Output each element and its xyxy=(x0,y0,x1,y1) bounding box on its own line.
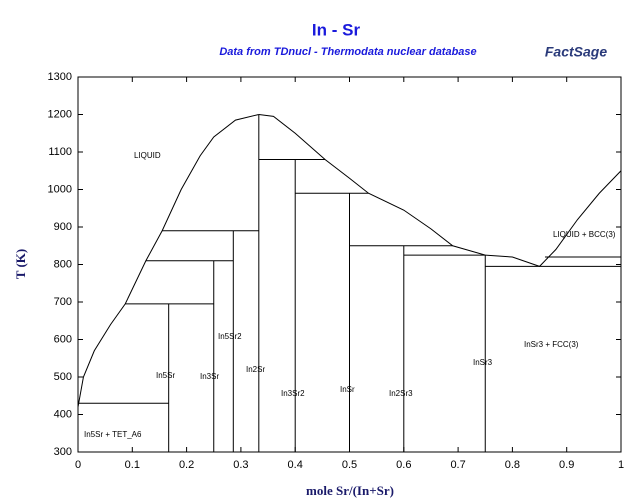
region-label: In2Sr xyxy=(246,365,265,374)
region-label: In3Sr2 xyxy=(281,389,305,398)
x-tick-label: 0.2 xyxy=(179,459,194,471)
region-label: InSr3 xyxy=(473,358,493,367)
region-label: In5Sr + TET_A6 xyxy=(84,430,142,439)
x-tick-label: 0.3 xyxy=(233,459,248,471)
chart-subtitle: Data from TDnucl - Thermodata nuclear da… xyxy=(219,46,476,58)
y-tick-label: 1300 xyxy=(48,71,72,83)
x-tick-label: 0.6 xyxy=(396,459,411,471)
phase-boundary xyxy=(258,114,486,256)
region-label: LIQUID xyxy=(134,151,161,160)
phase-boundary xyxy=(77,114,259,408)
region-label: In5Sr xyxy=(156,371,175,380)
y-tick-label: 600 xyxy=(54,333,72,345)
x-axis-label: mole Sr/(In+Sr) xyxy=(306,483,394,498)
y-axis-label: T (K) xyxy=(13,249,28,279)
y-tick-label: 1200 xyxy=(48,108,72,120)
x-tick-label: 0.5 xyxy=(342,459,357,471)
region-label: InSr xyxy=(340,385,355,394)
y-tick-label: 1100 xyxy=(48,146,72,158)
x-tick-label: 0.4 xyxy=(288,459,303,471)
phase-boundary xyxy=(485,170,622,267)
y-tick-label: 300 xyxy=(54,446,72,458)
y-tick-label: 700 xyxy=(54,296,72,308)
y-tick-label: 500 xyxy=(54,371,72,383)
y-tick-label: 900 xyxy=(54,221,72,233)
x-tick-label: 0.9 xyxy=(559,459,574,471)
region-label: InSr3 + FCC(3) xyxy=(524,340,579,349)
region-label: In5Sr2 xyxy=(218,332,242,341)
region-label: In3Sr xyxy=(200,372,219,381)
x-tick-label: 0.1 xyxy=(125,459,140,471)
y-tick-label: 1000 xyxy=(48,183,72,195)
x-tick-label: 0.7 xyxy=(450,459,465,471)
y-tick-label: 800 xyxy=(54,258,72,270)
x-tick-label: 0 xyxy=(75,459,81,471)
x-tick-label: 1 xyxy=(618,459,624,471)
region-label: In2Sr3 xyxy=(389,389,413,398)
region-label: LIQUID + BCC(3) xyxy=(553,230,616,239)
x-tick-label: 0.8 xyxy=(505,459,520,471)
y-tick-label: 400 xyxy=(54,408,72,420)
chart-title: In - Sr xyxy=(312,20,361,39)
logo: FactSage xyxy=(545,44,607,60)
